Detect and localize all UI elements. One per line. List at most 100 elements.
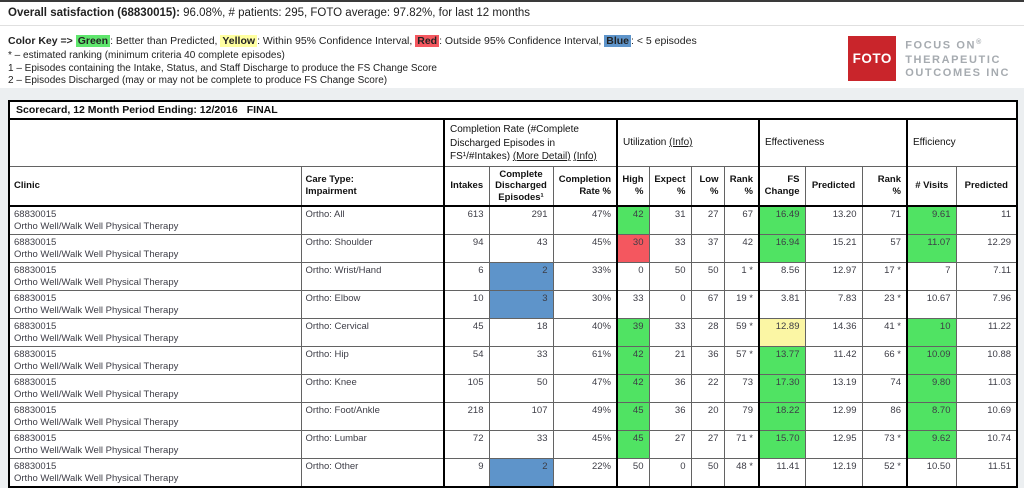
cell-completion_rate: 47% <box>552 205 618 235</box>
cell-discharged: 107 <box>488 402 554 431</box>
cell-low: 50 <box>690 458 725 488</box>
group-efficiency: Efficiency <box>905 118 1018 167</box>
column-header-row: Clinic Care Type: Impairment Intakes Com… <box>8 165 1018 207</box>
col-visits-predicted: Predicted <box>955 165 1018 207</box>
cell-visits_predicted: 7.11 <box>955 262 1018 291</box>
cell-completion_rate: 40% <box>552 318 618 347</box>
cell-expect: 27 <box>648 430 692 459</box>
cell-visits: 9.61 <box>906 205 957 235</box>
cell-discharged: 33 <box>488 430 554 459</box>
cell-visits_predicted: 11.22 <box>955 318 1018 347</box>
cell-clinic: 68830015 Ortho Well/Walk Well Physical Th… <box>8 234 302 263</box>
cell-fs_predicted: 12.19 <box>804 458 863 488</box>
cell-fs_predicted: 14.36 <box>804 318 863 347</box>
cell-visits_predicted: 10.74 <box>955 430 1018 459</box>
cell-intakes: 10 <box>443 290 490 319</box>
cell-care_type: Ortho: Knee <box>300 374 445 403</box>
cell-high: 45 <box>616 402 650 431</box>
scorecard-title-row: Scorecard, 12 Month Period Ending: 12/20… <box>8 100 1018 120</box>
cell-high: 42 <box>616 374 650 403</box>
col-rank-util: Rank % <box>723 165 760 207</box>
cell-completion_rate: 49% <box>552 402 618 431</box>
cell-visits_predicted: 10.69 <box>955 402 1018 431</box>
cell-completion_rate: 47% <box>552 374 618 403</box>
cell-rank_eff: 23 * <box>861 290 908 319</box>
table-row: 68830015 Ortho Well/Walk Well Physical Th… <box>8 262 1018 291</box>
col-fs-predicted: Predicted <box>804 165 863 207</box>
red-key-text: : Outside 95% Confidence Interval, <box>439 35 605 47</box>
cell-rank_util: 57 * <box>723 346 760 375</box>
cell-visits_predicted: 11 <box>955 205 1018 235</box>
red-key-swatch: Red <box>415 35 440 47</box>
table-row: 68830015 Ortho Well/Walk Well Physical Th… <box>8 234 1018 263</box>
col-care-type: Care Type: Impairment <box>300 165 445 207</box>
cell-fs_change: 17.30 <box>758 374 806 403</box>
overall-satisfaction-bar: Overall satisfaction (68830015): 96.08%,… <box>0 2 1024 26</box>
cell-clinic: 68830015 Ortho Well/Walk Well Physical Th… <box>8 205 302 235</box>
cell-low: 20 <box>690 402 725 431</box>
cell-intakes: 72 <box>443 430 490 459</box>
table-row: 68830015 Ortho Well/Walk Well Physical Th… <box>8 402 1018 431</box>
col-high-pct: High % <box>616 165 650 207</box>
cell-rank_eff: 66 * <box>861 346 908 375</box>
cell-care_type: Ortho: Elbow <box>300 290 445 319</box>
cell-discharged: 18 <box>488 318 554 347</box>
cell-intakes: 9 <box>443 458 490 488</box>
completion-info-link[interactable]: (Info) <box>573 151 597 162</box>
cell-rank_util: 67 <box>723 205 760 235</box>
cell-clinic: 68830015 Ortho Well/Walk Well Physical Th… <box>8 318 302 347</box>
foto-logo-wordmark: FOCUS ON® THERAPEUTIC OUTCOMES INC <box>905 39 1010 80</box>
cell-fs_predicted: 13.20 <box>804 205 863 235</box>
cell-rank_eff: 17 * <box>861 262 908 291</box>
utilization-info-link[interactable]: (Info) <box>669 137 693 148</box>
cell-care_type: Ortho: Shoulder <box>300 234 445 263</box>
col-expect-pct: Expect % <box>648 165 692 207</box>
cell-intakes: 6 <box>443 262 490 291</box>
scorecard-table: Scorecard, 12 Month Period Ending: 12/20… <box>8 100 1019 488</box>
cell-completion_rate: 61% <box>552 346 618 375</box>
foto-logo: FOTO FOCUS ON® THERAPEUTIC OUTCOMES INC <box>848 36 1010 81</box>
cell-visits_predicted: 11.03 <box>955 374 1018 403</box>
report-header: Color Key => Green: Better than Predicte… <box>0 26 1024 88</box>
cell-visits: 10.09 <box>906 346 957 375</box>
cell-rank_eff: 73 * <box>861 430 908 459</box>
col-complete-discharged: Complete Discharged Episodes¹ <box>488 165 554 207</box>
table-row: 68830015 Ortho Well/Walk Well Physical Th… <box>8 458 1018 488</box>
blue-key-text: : < 5 episodes <box>631 35 697 47</box>
cell-rank_util: 1 * <box>723 262 760 291</box>
cell-fs_change: 11.41 <box>758 458 806 488</box>
cell-care_type: Ortho: All <box>300 205 445 235</box>
cell-fs_change: 16.49 <box>758 205 806 235</box>
foto-logo-text: FOTO <box>852 51 892 66</box>
cell-visits: 8.70 <box>906 402 957 431</box>
cell-fs_predicted: 7.83 <box>804 290 863 319</box>
cell-rank_util: 79 <box>723 402 760 431</box>
cell-fs_change: 16.94 <box>758 234 806 263</box>
cell-expect: 33 <box>648 234 692 263</box>
cell-clinic: 68830015 Ortho Well/Walk Well Physical Th… <box>8 374 302 403</box>
scorecard-title: Scorecard, 12 Month Period Ending: 12/20… <box>8 100 1018 120</box>
cell-visits_predicted: 12.29 <box>955 234 1018 263</box>
table-row: 68830015 Ortho Well/Walk Well Physical Th… <box>8 374 1018 403</box>
col-low-pct: Low % <box>690 165 725 207</box>
cell-high: 30 <box>616 234 650 263</box>
col-rank-eff: Rank % <box>861 165 908 207</box>
more-detail-link[interactable]: (More Detail) <box>512 151 571 162</box>
cell-intakes: 218 <box>443 402 490 431</box>
group-empty <box>8 118 445 167</box>
cell-visits: 9.62 <box>906 430 957 459</box>
cell-expect: 0 <box>648 290 692 319</box>
cell-rank_util: 71 * <box>723 430 760 459</box>
cell-rank_util: 73 <box>723 374 760 403</box>
cell-low: 50 <box>690 262 725 291</box>
footnote-2: 2 – Episodes Discharged (may or may not … <box>8 75 388 86</box>
cell-low: 36 <box>690 346 725 375</box>
scorecard-body: 68830015 Ortho Well/Walk Well Physical Th… <box>8 205 1018 488</box>
col-clinic: Clinic <box>8 165 302 207</box>
footnote-1: 1 – Episodes containing the Intake, Stat… <box>8 62 437 74</box>
footnotes: * – estimated ranking (minimum criteria … <box>8 50 1016 88</box>
table-row: 68830015 Ortho Well/Walk Well Physical Th… <box>8 430 1018 459</box>
cell-expect: 31 <box>648 205 692 235</box>
cell-rank_eff: 57 <box>861 234 908 263</box>
cell-fs_change: 12.89 <box>758 318 806 347</box>
